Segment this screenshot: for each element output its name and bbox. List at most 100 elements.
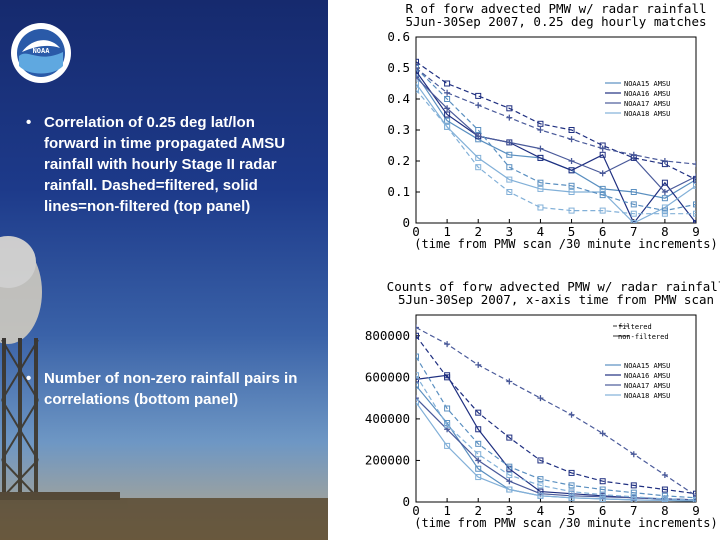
data-point bbox=[506, 463, 513, 470]
x-tick-label: 4 bbox=[537, 224, 545, 239]
noaa-logo-text: NOAA bbox=[33, 47, 51, 55]
data-point bbox=[661, 471, 668, 478]
data-point bbox=[630, 210, 637, 217]
legend-label: NOAA15 AMSU bbox=[624, 362, 670, 370]
data-point bbox=[416, 80, 419, 87]
data-point bbox=[506, 471, 513, 478]
data-point bbox=[475, 154, 482, 161]
x-tick-label: 4 bbox=[537, 503, 545, 518]
data-point bbox=[599, 491, 606, 498]
data-point bbox=[444, 442, 451, 449]
bullet-marker: • bbox=[26, 370, 32, 387]
data-point bbox=[599, 170, 606, 177]
data-point bbox=[599, 207, 606, 214]
x-tick-label: 6 bbox=[599, 503, 607, 518]
data-point bbox=[568, 189, 575, 195]
data-point bbox=[506, 478, 513, 485]
data-point bbox=[444, 374, 451, 381]
x-tick-label: 2 bbox=[474, 224, 482, 239]
legend-label: NOAA18 AMSU bbox=[624, 110, 670, 118]
data-point bbox=[475, 426, 482, 433]
data-point bbox=[537, 127, 544, 133]
data-point bbox=[568, 482, 575, 489]
data-point bbox=[661, 158, 668, 164]
series-line bbox=[416, 356, 696, 499]
x-tick-label: 2 bbox=[474, 503, 482, 518]
data-point bbox=[661, 195, 668, 202]
y-tick-label: 0.3 bbox=[387, 122, 410, 137]
y-tick-label: 200000 bbox=[365, 452, 410, 467]
data-point bbox=[444, 96, 451, 102]
data-point bbox=[693, 492, 696, 499]
x-tick-label: 5 bbox=[568, 503, 576, 518]
data-point bbox=[568, 494, 575, 501]
data-point bbox=[416, 372, 419, 379]
series-line bbox=[416, 374, 696, 501]
data-point bbox=[630, 151, 637, 158]
data-point bbox=[693, 182, 696, 189]
data-point bbox=[537, 185, 544, 192]
data-point bbox=[599, 145, 606, 152]
series-line bbox=[416, 401, 696, 502]
data-point bbox=[630, 189, 637, 195]
data-point bbox=[444, 341, 451, 348]
bullet-text: Correlation of 0.25 deg lat/lon forward … bbox=[44, 114, 286, 215]
data-point bbox=[444, 89, 451, 96]
data-point bbox=[568, 136, 575, 143]
data-point bbox=[568, 411, 575, 418]
data-point bbox=[416, 395, 419, 402]
y-tick-label: 400000 bbox=[365, 411, 410, 426]
data-point bbox=[416, 65, 419, 71]
bullet-correlation: • Correlation of 0.25 deg lat/lon forwar… bbox=[26, 112, 306, 217]
series-line bbox=[416, 326, 696, 497]
data-point bbox=[416, 324, 419, 331]
x-tick-label: 3 bbox=[506, 503, 514, 518]
data-point bbox=[693, 201, 696, 208]
data-point bbox=[506, 486, 513, 493]
data-point bbox=[416, 382, 419, 389]
x-tick-label: 5 bbox=[568, 224, 576, 239]
data-point bbox=[693, 173, 696, 180]
x-tick-label: 7 bbox=[630, 503, 638, 518]
data-point bbox=[537, 120, 544, 127]
data-point bbox=[475, 127, 482, 133]
slide-left-panel: NOAA • Correlation of 0.25 deg lat/lon f… bbox=[0, 0, 328, 540]
x-axis-label: (time from PMW scan /30 minute increment… bbox=[414, 237, 717, 251]
data-point bbox=[630, 201, 637, 208]
data-point bbox=[475, 92, 482, 99]
data-point bbox=[661, 492, 668, 499]
x-tick-label: 9 bbox=[692, 224, 700, 239]
y-tick-label: 0 bbox=[402, 215, 410, 230]
data-point bbox=[416, 74, 419, 81]
data-point bbox=[661, 210, 668, 217]
data-point bbox=[599, 430, 606, 437]
data-point bbox=[568, 488, 575, 495]
data-point bbox=[506, 151, 513, 158]
counts-chart: Counts of forw advected PMW w/ radar rai… bbox=[365, 279, 720, 530]
y-tick-label: 0.1 bbox=[387, 184, 410, 199]
data-point bbox=[506, 189, 513, 195]
data-point bbox=[661, 495, 668, 502]
legend-label: NOAA16 AMSU bbox=[624, 372, 670, 380]
y-tick-label: 0.4 bbox=[387, 91, 410, 106]
data-point bbox=[537, 145, 544, 152]
legend-label: NOAA17 AMSU bbox=[624, 100, 670, 108]
data-point bbox=[475, 440, 482, 447]
y-tick-label: 0 bbox=[402, 494, 410, 509]
data-point bbox=[568, 182, 575, 189]
legend-label: NOAA17 AMSU bbox=[624, 382, 670, 390]
data-point bbox=[475, 474, 482, 481]
series-line bbox=[416, 335, 696, 495]
series-group bbox=[416, 324, 696, 502]
x-tick-label: 1 bbox=[443, 224, 451, 239]
y-tick-label: 0.6 bbox=[387, 29, 410, 44]
noaa-logo-icon: NOAA bbox=[11, 23, 71, 83]
data-point bbox=[444, 105, 451, 112]
x-tick-label: 7 bbox=[630, 224, 638, 239]
x-tick-label: 8 bbox=[661, 224, 669, 239]
legend: NOAA15 AMSU NOAA16 AMSU NOAA17 AMSU NOAA18 … bbox=[605, 80, 670, 118]
data-point bbox=[599, 151, 606, 158]
legend-label: NOAA18 AMSU bbox=[624, 392, 670, 400]
x-tick-label: 8 bbox=[661, 503, 669, 518]
series-line bbox=[416, 61, 696, 181]
